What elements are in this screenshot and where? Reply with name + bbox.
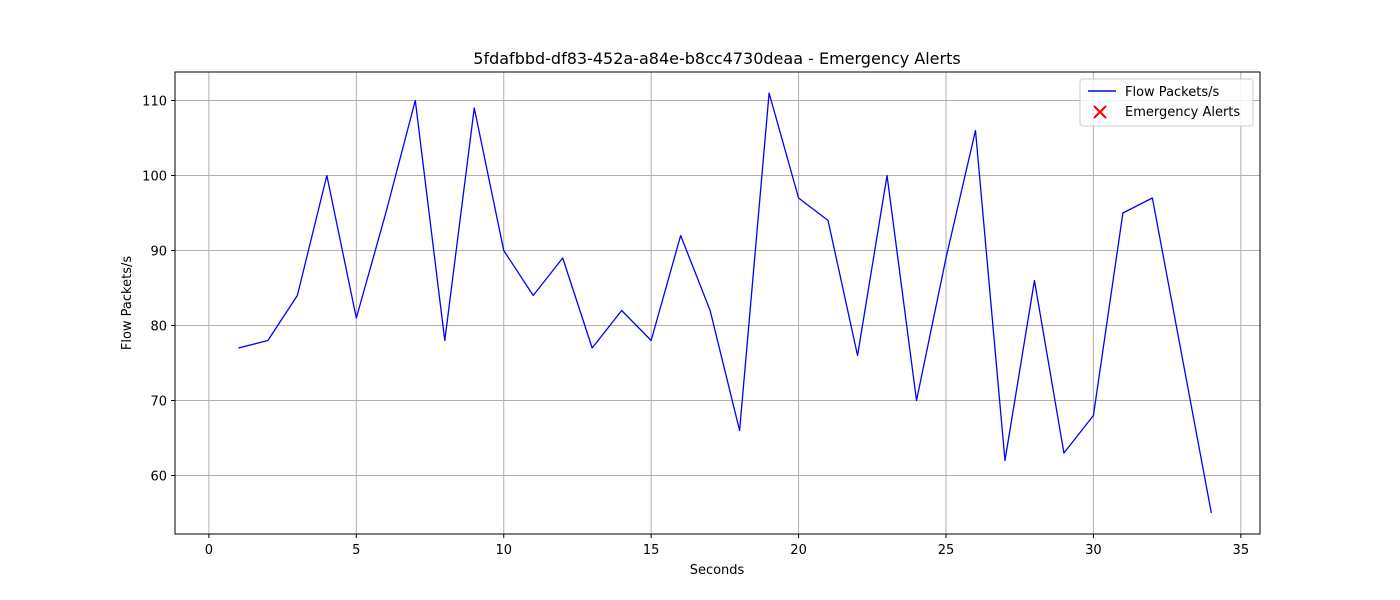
x-tick-label: 10 [495, 543, 512, 558]
legend-entry-flow-packets: Flow Packets/s [1125, 85, 1219, 100]
y-tick-label: 110 [142, 95, 167, 110]
x-tick-label: 25 [938, 543, 955, 558]
y-axis-label: Flow Packets/s [120, 256, 135, 350]
x-tick-label: 35 [1233, 543, 1250, 558]
legend-entry-emergency-alerts: Emergency Alerts [1125, 105, 1240, 120]
x-tick-label: 20 [790, 543, 807, 558]
y-tick-label: 90 [150, 245, 167, 260]
series-line-flow-packets [238, 92, 1212, 514]
y-tick-label: 70 [150, 395, 167, 410]
y-tick-label: 100 [142, 170, 167, 185]
plot-frame [174, 71, 1261, 535]
x-tick-label: 30 [1085, 543, 1102, 558]
legend-x-marker-icon [1093, 105, 1107, 119]
plot-series [238, 92, 1212, 514]
grid-lines [175, 72, 1260, 534]
chart-title: 5fdafbbd-df83-452a-a84e-b8cc4730deaa - E… [473, 49, 960, 68]
axis-ticks: 0 5 10 15 20 25 30 35 60 70 80 90 100 110 [142, 95, 1249, 559]
y-tick-label: 60 [150, 470, 167, 485]
legend: Flow Packets/s Emergency Alerts [1079, 78, 1254, 127]
x-tick-label: 0 [205, 543, 213, 558]
x-tick-label: 15 [643, 543, 660, 558]
y-tick-label: 80 [150, 320, 167, 335]
x-tick-label: 5 [352, 543, 360, 558]
x-axis-label: Seconds [690, 563, 745, 578]
legend-box [1079, 78, 1254, 127]
